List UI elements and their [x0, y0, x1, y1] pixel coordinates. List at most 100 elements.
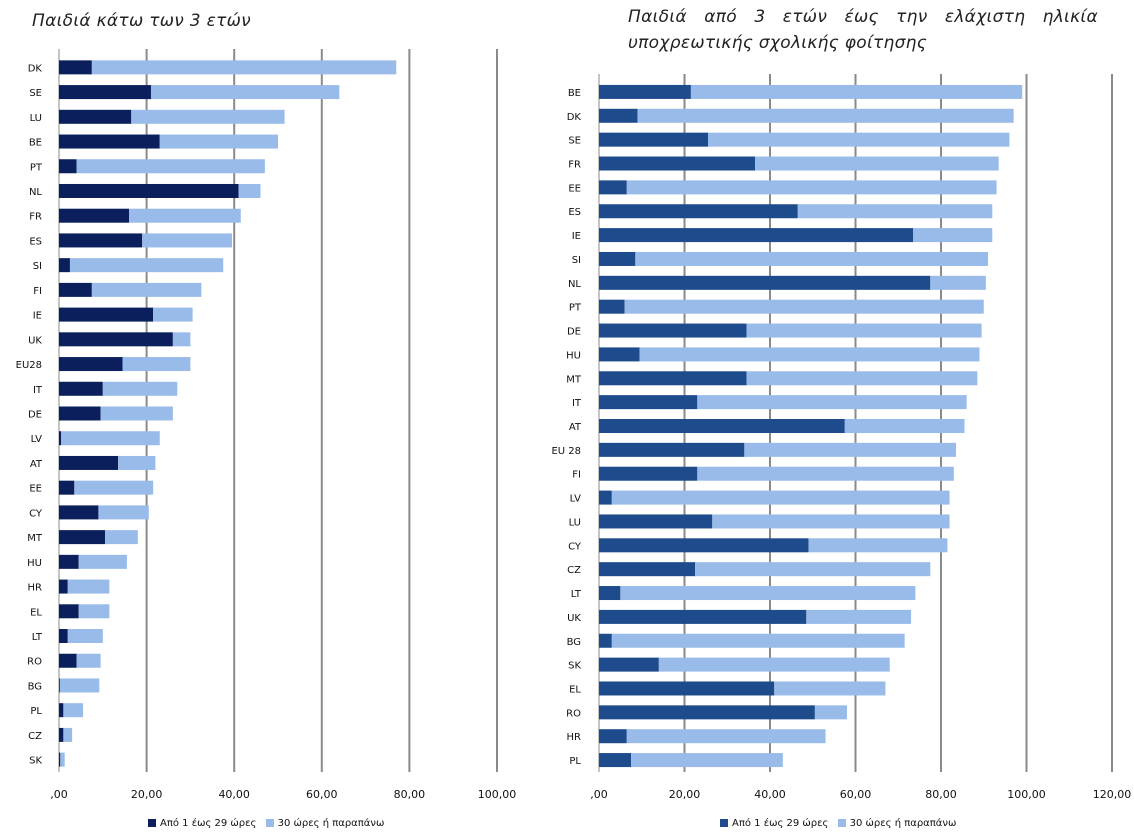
bar-segment-series-2 [814, 705, 847, 720]
category-label: FR [568, 160, 581, 171]
legend-swatch [837, 819, 846, 827]
bar-segment-series-2 [67, 579, 110, 594]
bar-segment-series-2 [78, 554, 127, 569]
bar-segment-series-1 [599, 395, 698, 410]
bar-segment-series-1 [599, 371, 747, 386]
category-label: UK [567, 613, 581, 624]
category-label: EU28 [16, 360, 42, 371]
bar-segment-series-1 [59, 678, 60, 693]
category-label: FI [572, 470, 581, 481]
bar-segment-series-2 [712, 514, 950, 529]
bar-segment-series-2 [631, 753, 783, 768]
bar-segment-series-2 [61, 431, 160, 446]
bar-segment-series-1 [599, 180, 627, 195]
category-label: ES [29, 236, 42, 247]
bar-segment-series-2 [913, 228, 993, 243]
bar-segment-series-1 [599, 705, 815, 720]
legend-label: 30 ώρες ή παραπάνω [849, 818, 957, 829]
chart-legend: Από 1 έως 29 ώρες 30 ώρες ή παραπάνω [720, 818, 962, 829]
bar-segment-series-1 [59, 307, 154, 322]
category-label: DK [567, 112, 582, 123]
bar-segment-series-2 [744, 442, 956, 457]
category-label: BG [28, 681, 42, 692]
category-label: SK [29, 756, 42, 767]
bar-segment-series-2 [774, 681, 886, 696]
bar-segment-series-2 [100, 406, 173, 421]
bar-segment-series-2 [626, 180, 997, 195]
category-label: IE [33, 311, 42, 322]
bar-segment-series-1 [599, 132, 709, 147]
bar-segment-series-2 [611, 633, 905, 648]
bar-segment-series-1 [599, 490, 612, 505]
category-label: EU 28 [551, 446, 581, 457]
legend-swatch [148, 819, 156, 827]
x-tick-label: 40,00 [754, 788, 786, 801]
bar-segment-series-2 [806, 609, 912, 624]
bar-segment-series-2 [697, 395, 967, 410]
bar-segment-series-1 [59, 653, 77, 668]
x-tick-label: ,00 [50, 788, 68, 801]
category-label: NL [29, 187, 42, 198]
bar-segment-series-2 [91, 282, 202, 297]
chart-3-to-school-age: Παιδιά από 3 ετών έως την ελάχιστη ηλικί… [551, 0, 1134, 834]
category-label: EL [569, 684, 581, 695]
x-tick-label: 80,00 [394, 788, 426, 801]
x-tick-label: 80,00 [925, 788, 957, 801]
category-label: AT [569, 422, 582, 433]
category-label: SI [33, 261, 42, 272]
category-label: IT [572, 398, 582, 409]
legend-label: 30 ώρες ή παραπάνω [277, 818, 385, 829]
bar-segment-series-1 [59, 381, 103, 396]
category-label: HR [28, 583, 43, 594]
legend-swatch [265, 819, 274, 827]
category-label: IE [572, 231, 581, 242]
bar-segment-series-2 [118, 455, 156, 470]
bar-segment-series-2 [98, 505, 149, 520]
bar-segment-series-1 [59, 629, 68, 644]
bar-segment-series-1 [59, 455, 119, 470]
category-label: DE [567, 327, 581, 338]
bar-segment-series-2 [69, 258, 224, 273]
bar-segment-series-2 [74, 480, 154, 495]
bar-segment-series-1 [59, 159, 77, 174]
bar-segment-series-2 [76, 653, 101, 668]
chart-plot-area: ,00 20,00 40,00 60,00 80,00 100,00 DK SE LU BE PT N… [16, 49, 516, 801]
category-label: CY [568, 541, 582, 552]
category-label: LT [571, 589, 582, 600]
bar-segment-series-1 [59, 233, 143, 248]
chart-title: Παιδιά κάτω των 3 ετών [32, 11, 251, 31]
bar-segment-series-1 [599, 562, 696, 577]
bar-segment-series-1 [59, 60, 92, 75]
bar-segment-series-2 [658, 657, 890, 672]
bar-segment-series-2 [620, 586, 916, 601]
bar-segment-series-2 [930, 275, 986, 290]
bar-segment-series-2 [59, 678, 100, 693]
category-label: MT [27, 533, 43, 544]
bar-segment-series-1 [599, 586, 621, 601]
category-label: LU [30, 113, 42, 124]
bar-segment-series-2 [60, 752, 65, 767]
bar-segment-series-1 [59, 431, 62, 446]
legend-label: Από 1 έως 29 ώρες [160, 818, 257, 829]
bar-segment-series-2 [131, 109, 285, 124]
category-label: MT [566, 374, 582, 385]
category-label: LV [31, 434, 42, 445]
bar-segment-series-2 [153, 307, 193, 322]
category-label: ES [568, 207, 581, 218]
bar-segment-series-1 [59, 282, 92, 297]
chart-plot-area: ,00 20,00 40,00 60,00 80,00 100,00 120,00 BE DK S… [551, 74, 1131, 801]
bar-segment-series-2 [102, 381, 178, 396]
category-label: NL [568, 279, 581, 290]
bar-segment-series-1 [599, 156, 756, 171]
bar-segment-series-2 [78, 604, 110, 619]
category-label: FI [33, 286, 42, 297]
bar-segment-series-1 [59, 604, 79, 619]
category-label: SE [568, 136, 581, 147]
bar-segment-series-2 [91, 60, 397, 75]
category-label: CY [29, 508, 43, 519]
bar-segment-series-1 [599, 681, 775, 696]
category-label: HU [566, 350, 581, 361]
chart-title: Παιδιά από 3 ετών έως την ελάχιστη ηλικί… [628, 7, 1098, 53]
bar-segment-series-1 [599, 729, 627, 744]
category-label: CZ [28, 731, 42, 742]
